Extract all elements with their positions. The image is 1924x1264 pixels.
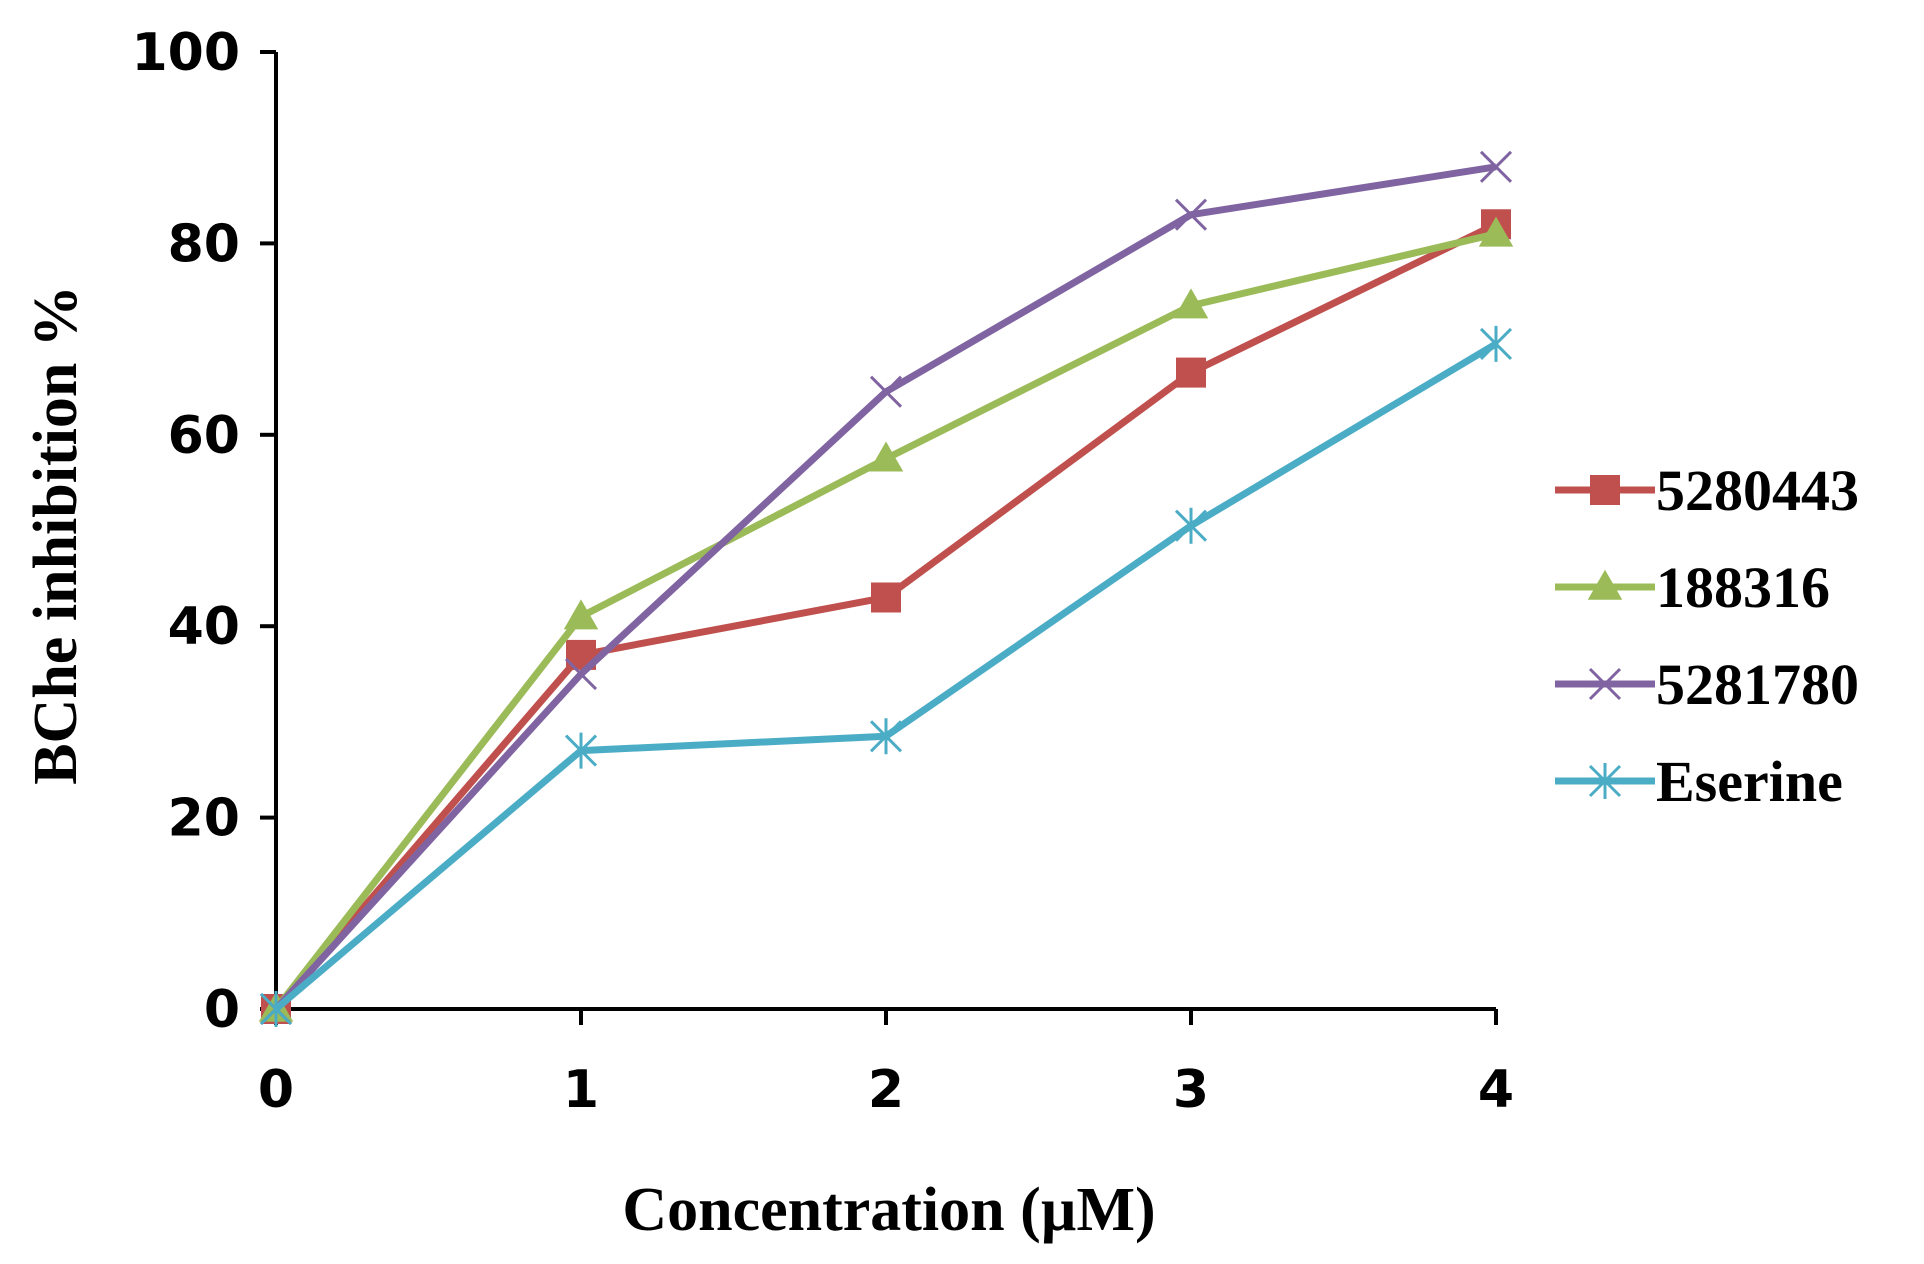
x-tick-label: 4 [1478,1060,1514,1120]
data-point-triangle [1478,216,1514,247]
data-point-square [1590,475,1620,505]
x-tick-label: 1 [563,1060,599,1120]
y-tick-label: 20 [168,789,240,849]
series-Eserine [259,325,1513,1027]
data-point-square [871,582,901,613]
data-point-star [1174,507,1208,544]
series-188316 [258,216,1514,1022]
x-tick-label: 2 [868,1060,904,1120]
y-axis-ticks: 0 20 40 60 80 100 [131,23,276,1040]
data-point-star [1479,325,1513,362]
data-point-triangle [563,599,599,630]
legend-label: 5280443 [1656,458,1859,523]
legend-label: 188316 [1656,555,1830,620]
x-axis-ticks: 0 1 2 3 4 [258,1009,1514,1120]
data-point-triangle [868,441,904,472]
y-tick-label: 60 [168,406,240,466]
legend-item: 5281780 [1555,652,1859,717]
legend-item: 188316 [1555,555,1830,620]
data-point-x [564,657,598,691]
legend-item: 5280443 [1555,458,1859,523]
data-point-x [1174,198,1208,231]
data-point-star [1588,763,1622,799]
data-point-x [869,375,903,408]
x-tick-label: 3 [1173,1060,1209,1120]
data-point-x [1588,667,1622,701]
y-tick-label: 40 [168,597,240,657]
y-tick-label: 80 [168,214,240,274]
data-point-star [564,732,598,769]
series-layer [258,150,1514,1027]
y-axis-title: BChe inhibition % [22,285,90,785]
data-point-triangle [1587,569,1623,600]
x-axis-title: Concentration (µM) [622,1176,1155,1244]
data-point-square [1176,357,1206,388]
data-point-star [259,991,293,1027]
series-line [273,221,1498,1012]
legend-label: Eserine [1656,749,1843,814]
data-point-x [1479,150,1513,183]
x-tick-label: 0 [258,1060,294,1120]
data-point-star [869,718,903,755]
data-point-triangle [1173,288,1209,319]
legend: 5280443 188316 5281780 Eserine [1555,458,1859,814]
series-line [273,230,1497,1012]
y-tick-label: 0 [204,980,240,1040]
legend-item: Eserine [1555,749,1843,814]
y-tick-label: 100 [131,23,240,83]
legend-label: 5281780 [1656,652,1859,717]
series-5280443 [261,209,1511,1024]
